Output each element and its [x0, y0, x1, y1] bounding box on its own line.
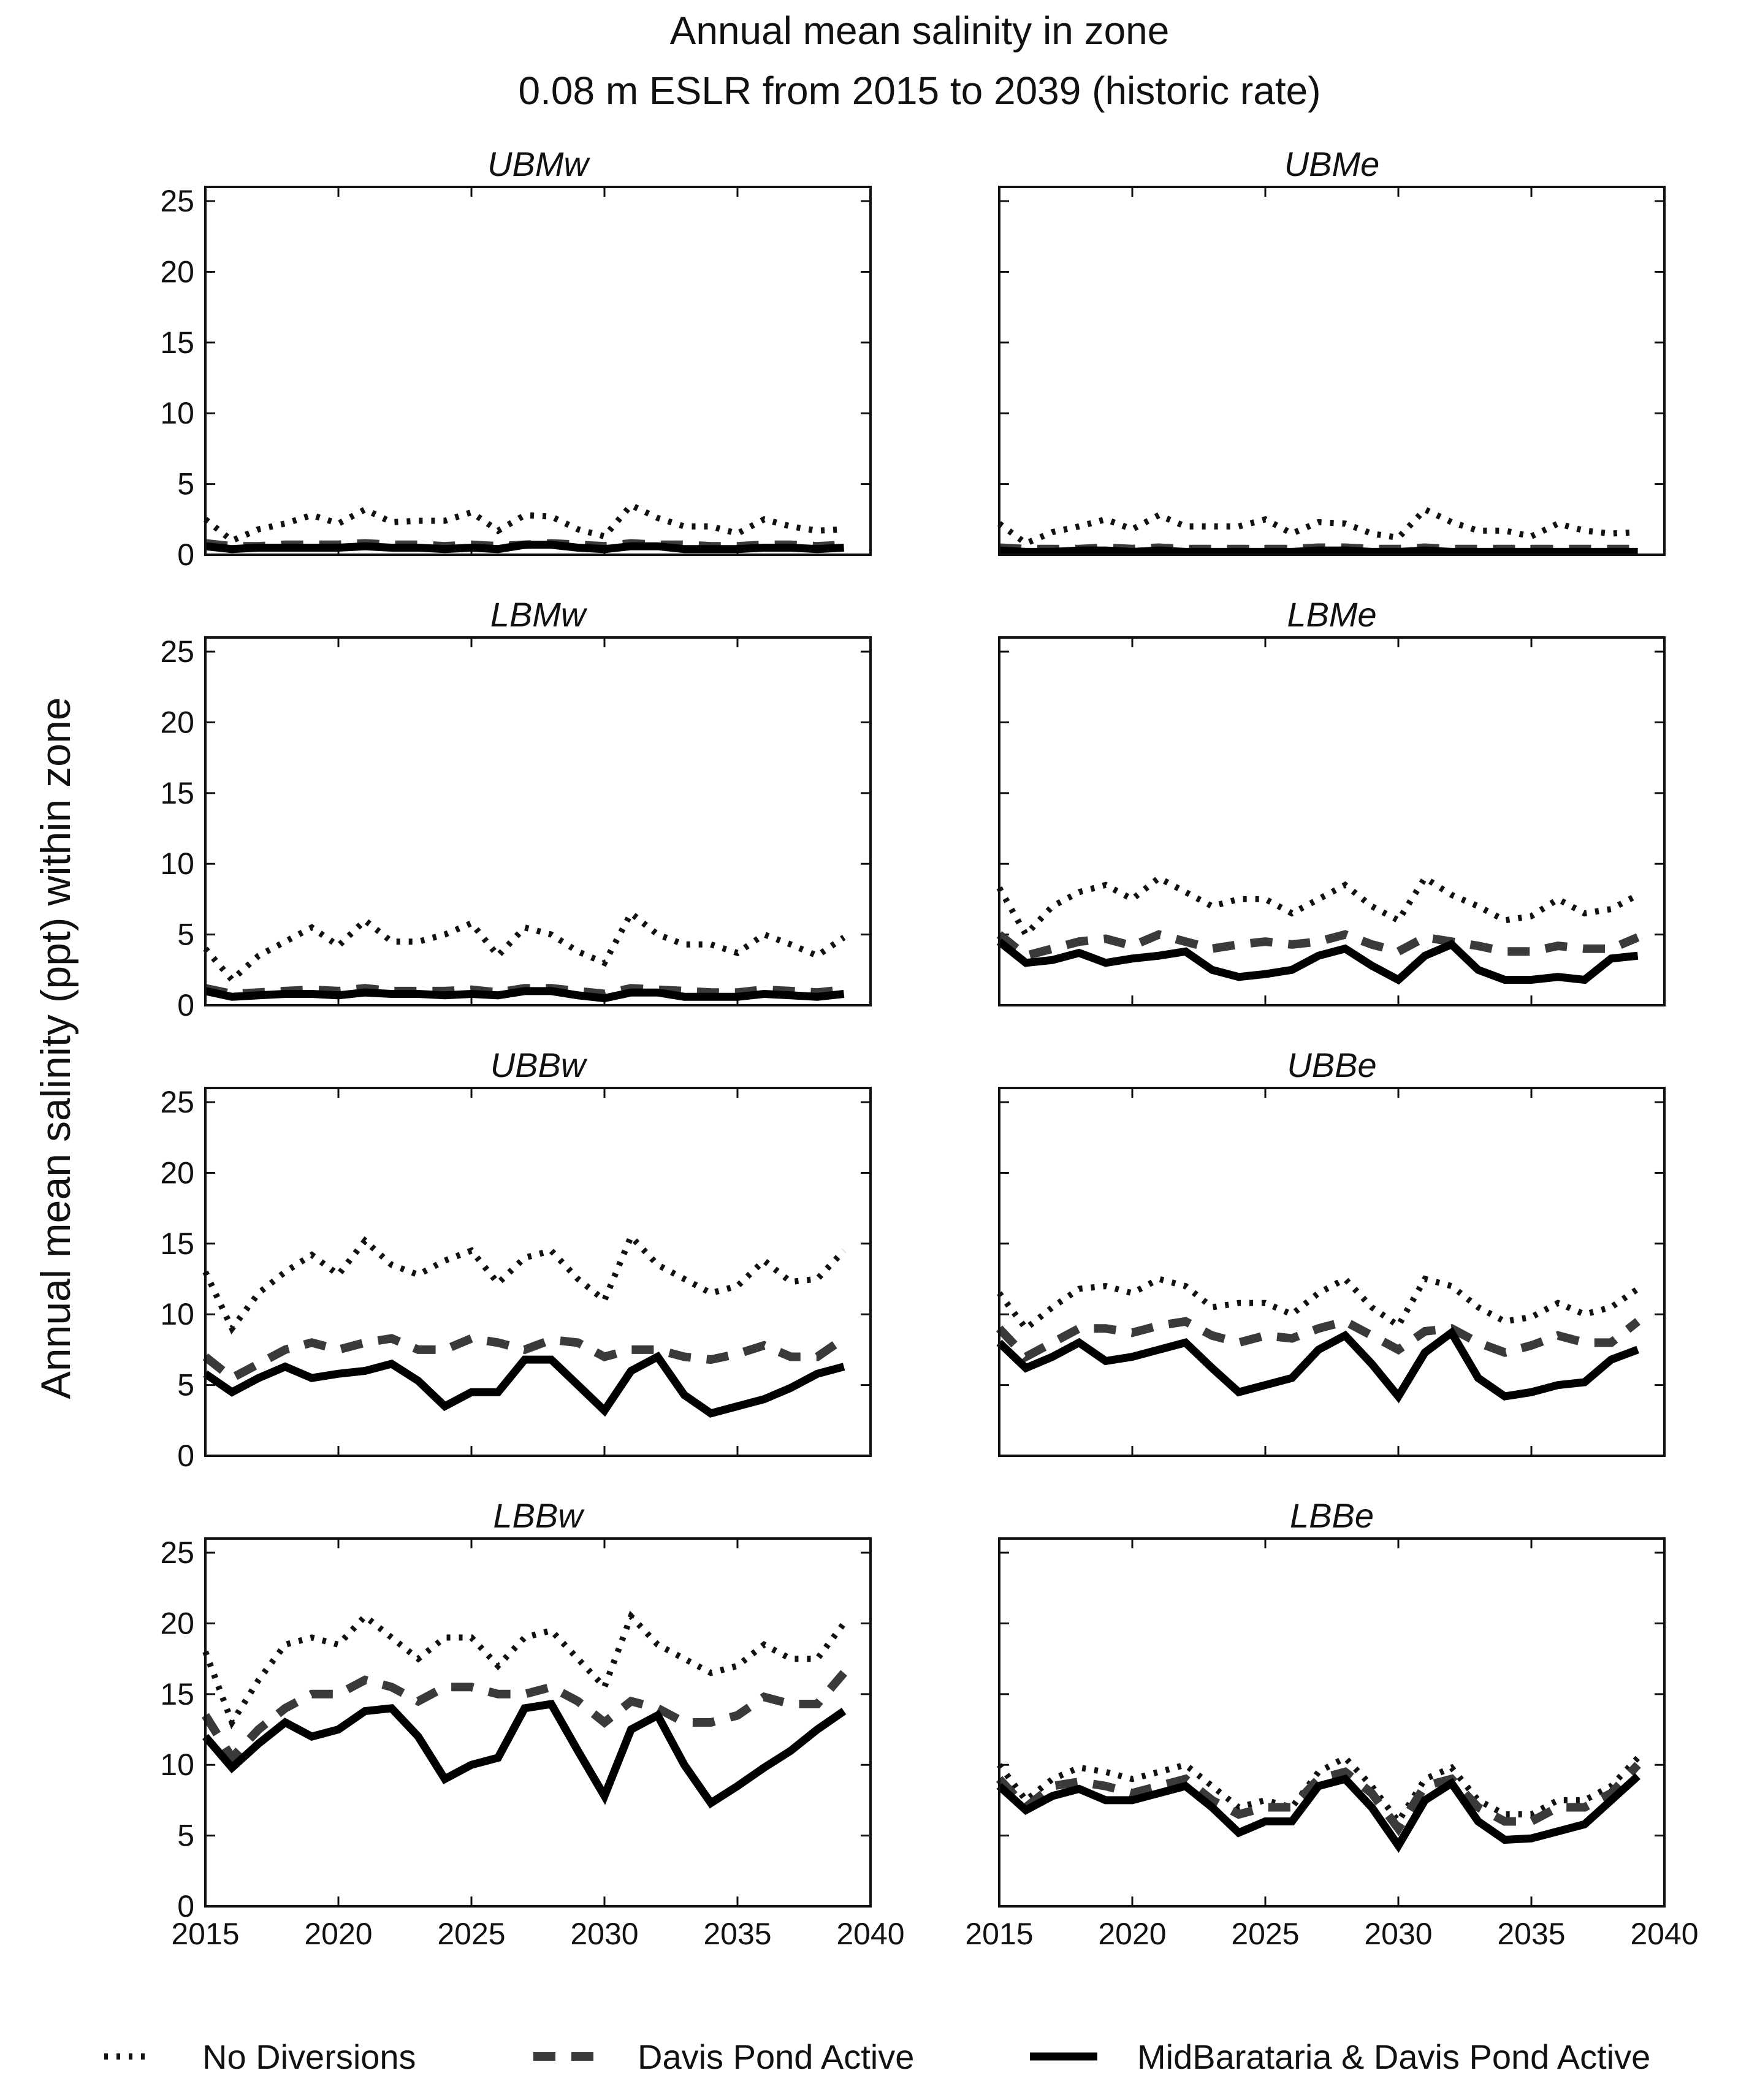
- y-tick-label: 10: [160, 1748, 194, 1782]
- x-tick-label: 2025: [437, 1917, 505, 1951]
- ticks-ubbw: 0 5 10 15 20 25: [160, 1085, 872, 1473]
- series-line-ubbw-midbarataria-davis-pond: [203, 1352, 845, 1418]
- series-line-lbbe-no-diversions: [997, 1754, 1640, 1827]
- panel-frame-lbbe: [998, 1537, 1666, 1908]
- y-tick-label: 0: [177, 1889, 194, 1923]
- y-tick-label: 25: [160, 1085, 194, 1119]
- panel-title-lbbe: LBBe: [1290, 1496, 1374, 1535]
- series-line-ubbw-no-diversions: [202, 1231, 847, 1334]
- legend-label-davis-pond: Davis Pond Active: [638, 2037, 914, 2076]
- ticks-ubme: [998, 187, 1666, 556]
- y-tick-label: 25: [160, 634, 194, 669]
- panel-title-lbme: LBMe: [1287, 595, 1376, 634]
- y-tick-label: 0: [177, 988, 194, 1022]
- series-line-lbbw-no-diversions: [202, 1610, 847, 1730]
- legend-label-midbarataria-davis-pond: MidBarataria & Davis Pond Active: [1137, 2037, 1650, 2076]
- y-tick-label: 15: [160, 1677, 194, 1711]
- panel-lbme: LBMe: [996, 595, 1666, 1006]
- series-line-ubbe-davis-pond: [996, 1317, 1640, 1363]
- series-line-lbme-davis-pond: [996, 930, 1640, 961]
- ticks-lbmw: 0 5 10 15 20 25: [160, 634, 872, 1022]
- ticks-ubmw: 0 5 10 15 20 25: [160, 184, 872, 572]
- x-tick-label: 2035: [703, 1917, 771, 1951]
- panel-ubmw: UBMw 0 5 10 15 20 25: [160, 145, 872, 572]
- y-tick-label: 20: [160, 254, 194, 289]
- series-line-lbbw-midbarataria-davis-pond: [202, 1699, 847, 1809]
- y-tick-label: 20: [160, 1155, 194, 1190]
- x-tick-label: 2015: [171, 1917, 239, 1951]
- y-tick-label: 15: [160, 776, 194, 810]
- y-tick-label: 5: [177, 918, 194, 952]
- y-tick-label: 5: [177, 1819, 194, 1853]
- series-line-ubmw-midbarataria-davis-pond: [205, 541, 844, 554]
- y-tick-label: 20: [160, 705, 194, 739]
- x-tick-label: 2020: [304, 1917, 372, 1951]
- panel-frame-lbbw: [204, 1537, 872, 1908]
- y-tick-label: 10: [160, 396, 194, 430]
- panel-title-lbmw: LBMw: [490, 595, 588, 634]
- y-tick-label: 25: [160, 184, 194, 218]
- series-line-lbmw-midbarataria-davis-pond: [204, 987, 845, 1003]
- y-tick-label: 20: [160, 1606, 194, 1640]
- panel-grid: UBMw0510152025UBMeLBMw0510152025LBMeUBBw…: [160, 145, 1698, 1951]
- series-line-ubbe-midbarataria-davis-pond: [996, 1326, 1639, 1404]
- panel-frame-ubbw: [204, 1087, 872, 1457]
- x-tick-label: 2020: [1098, 1917, 1166, 1951]
- x-tick-label: 2030: [570, 1917, 638, 1951]
- panel-frame-ubbe: [998, 1087, 1666, 1457]
- series-line-ubme-midbarataria-davis-pond: [999, 546, 1638, 556]
- panel-frame-lbmw: [204, 636, 872, 1006]
- panel-frame-ubmw: [204, 186, 872, 556]
- y-tick-label: 15: [160, 1227, 194, 1261]
- series-line-ubbw-davis-pond: [202, 1334, 847, 1383]
- ticks-lbbe: 2015 2020 2025 2030 2035 2040: [965, 1539, 1699, 1951]
- y-tick-label: 25: [160, 1535, 194, 1570]
- legend-label-no-diversions: No Diversions: [202, 2037, 416, 2076]
- y-tick-label: 15: [160, 325, 194, 360]
- panel-ubbe: UBBe: [996, 1046, 1666, 1457]
- series-line-lbme-midbarataria-davis-pond: [996, 938, 1639, 985]
- panel-frame-ubme: [998, 186, 1666, 556]
- y-axis-label: Annual mean salinity (ppt) within zone: [32, 697, 79, 1399]
- y-tick-label: 10: [160, 846, 194, 881]
- panel-lbbe: LBBe 2015 2020 2025 2030 2035 2040: [965, 1496, 1698, 1951]
- y-tick-label: 0: [177, 538, 194, 572]
- series-line-lbbw-davis-pond: [202, 1670, 847, 1765]
- panel-title-ubme: UBMe: [1284, 145, 1380, 183]
- series-line-lbbe-midbarataria-davis-pond: [996, 1773, 1640, 1853]
- panel-title-ubbe: UBBe: [1287, 1046, 1376, 1084]
- x-tick-label: 2040: [1630, 1917, 1698, 1951]
- legend: No Diversions Davis Pond Active MidBaratar…: [104, 2037, 1650, 2076]
- x-tick-label: 2035: [1497, 1917, 1565, 1951]
- chart-title-line-2: 0.08 m ESLR from 2015 to 2039 (historic …: [518, 69, 1320, 113]
- panel-frame-lbme: [998, 636, 1666, 1006]
- chart-title-line-1: Annual mean salinity in zone: [670, 9, 1170, 53]
- y-tick-label: 5: [177, 467, 194, 501]
- x-tick-label: 2025: [1231, 1917, 1299, 1951]
- panel-title-ubmw: UBMw: [487, 145, 590, 183]
- series-line-lbmw-no-diversions: [203, 908, 846, 984]
- panel-ubbw: UBBw 0 5 10 15 20 25: [160, 1046, 872, 1473]
- ticks-ubbe: [998, 1088, 1666, 1457]
- x-tick-label: 2030: [1364, 1917, 1432, 1951]
- x-tick-label: 2015: [965, 1917, 1033, 1951]
- panel-title-ubbw: UBBw: [490, 1046, 588, 1084]
- series-line-ubbe-no-diversions: [997, 1275, 1640, 1333]
- panel-lbmw: LBMw 0 5 10 15 20 25: [160, 595, 872, 1022]
- series-line-ubme-no-diversions: [997, 506, 1638, 547]
- x-tick-label: 2040: [836, 1917, 904, 1951]
- y-tick-label: 0: [177, 1439, 194, 1473]
- series-line-ubmw-no-diversions: [203, 501, 844, 544]
- panel-title-lbbw: LBBw: [493, 1496, 585, 1535]
- series-line-lbme-no-diversions: [996, 873, 1639, 940]
- y-tick-label: 5: [177, 1368, 194, 1402]
- panel-ubme: UBMe: [997, 145, 1666, 556]
- series-line-lbbe-davis-pond: [996, 1762, 1641, 1836]
- y-tick-label: 10: [160, 1297, 194, 1331]
